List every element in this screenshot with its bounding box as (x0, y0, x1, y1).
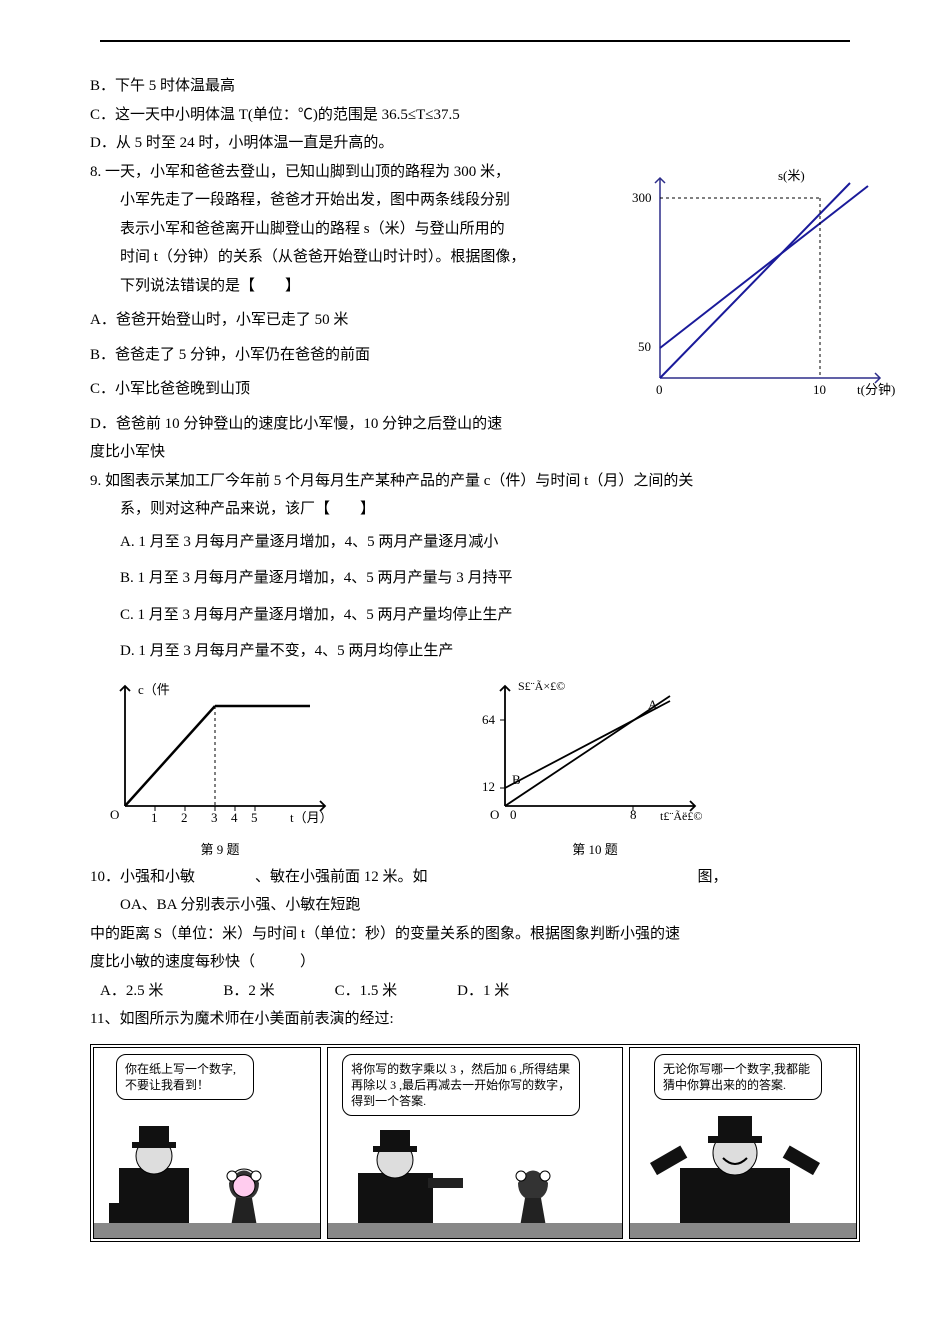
q8-stem-4: 时间 t（分钟）的关系（从爸爸开始登山时计时）。根据图像， (60, 243, 560, 272)
q8-opt-b: B．爸爸走了 5 分钟，小军仍在爸爸的前面 (60, 341, 560, 370)
q10-stem-3: 中的距离 S（单位：米）与时间 t（单位：秒）的变量关系的图象。根据图象判断小强… (60, 920, 890, 949)
q9-t3: 3 (211, 810, 218, 825)
q10-figure: S£¨Ã×£© t£¨Ãë£© 64 12 O 0 8 A B 第 10 题 (470, 676, 720, 863)
q9-svg: c（件 t（月） O 1 2 3 4 5 (90, 676, 350, 826)
q8-x10: 10 (813, 382, 826, 397)
q8-y50: 50 (638, 339, 651, 354)
q8-opt-d1: D．爸爸前 10 分钟登山的速度比小军慢，10 分钟之后登山的速 (60, 410, 560, 439)
q8-block: 8. 一天，小军和爸爸去登山，已知山脚到山顶的路程为 300 米， 小军先走了一… (60, 158, 890, 467)
comic-panel-2: 将你写的数字乘以 3 ，然后加 6 ,所得结果再除以 3 ,最后再减去一开始你写… (327, 1047, 623, 1239)
q9-xlabel: t（月） (290, 810, 333, 825)
q10-y64: 64 (482, 712, 496, 727)
q8-stem-1: 8. 一天，小军和爸爸去登山，已知山脚到山顶的路程为 300 米， (60, 158, 560, 187)
q10-y12: 12 (482, 779, 495, 794)
q9-t2: 2 (181, 810, 188, 825)
q10-opt-c: C．1.5 米 (335, 977, 398, 1006)
q9-caption: 第 9 题 (90, 838, 350, 863)
q10-stem-1: 10．小强和小敏 、敏在小强前面 12 米。如 图， (60, 863, 890, 892)
q10-opt-d: D．1 米 (457, 977, 509, 1006)
q8-opt-c: C．小军比爸爸晚到山顶 (60, 375, 560, 404)
q9-opt-a: A. 1 月至 3 月每月产量逐月增加，4、5 两月产量逐月减小 (60, 528, 890, 557)
top-rule (100, 40, 850, 42)
comic-panel-1: 你在纸上写一个数字,不要让我看到！ (93, 1047, 321, 1239)
q8-svg: s(米) t(分钟) 300 50 0 10 (620, 168, 900, 408)
q10-svg: S£¨Ã×£© t£¨Ãë£© 64 12 O 0 8 A B (470, 676, 720, 826)
panel1-art (94, 1048, 320, 1238)
q10-stem-4: 度比小敏的速度每秒快（ ） (60, 948, 890, 977)
q9-stem-1: 9. 如图表示某加工厂今年前 5 个月每月生产某种产品的产量 c（件）与时间 t… (60, 467, 890, 496)
q-prev-opt-d: D．从 5 时至 24 时，小明体温一直是升高的。 (60, 129, 890, 158)
q10-caption: 第 10 题 (470, 838, 720, 863)
q8-ylabel: s(米) (778, 168, 805, 183)
q11-stem: 11、如图所示为魔术师在小美面前表演的经过: (60, 1005, 890, 1034)
q-prev-opt-b: B．下午 5 时体温最高 (60, 72, 890, 101)
q8-y300: 300 (632, 190, 652, 205)
q10-opt-b: B．2 米 (223, 977, 274, 1006)
q9-O: O (110, 807, 119, 822)
q9-t1: 1 (151, 810, 158, 825)
q8-stem-2: 小军先走了一段路程，爸爸才开始出发，图中两条线段分别 (60, 186, 560, 215)
q10-stem-2: OA、BA 分别表示小强、小敏在短跑 (60, 891, 890, 920)
figures-row: c（件 t（月） O 1 2 3 4 5 第 9 题 (90, 676, 890, 863)
q8-x0: 0 (656, 382, 663, 397)
q9-t4: 4 (231, 810, 238, 825)
page: B．下午 5 时体温最高 C．这一天中小明体温 T(单位：℃)的范围是 36.5… (0, 0, 950, 1262)
q9-stem-2: 系，则对这种产品来说，该厂【 】 (60, 495, 890, 524)
q10-x0: 0 (510, 807, 517, 822)
q9-opt-b: B. 1 月至 3 月每月产量逐月增加，4、5 两月产量与 3 月持平 (60, 564, 890, 593)
document-body: B．下午 5 时体温最高 C．这一天中小明体温 T(单位：℃)的范围是 36.5… (60, 72, 890, 1242)
q10-opt-a: A．2.5 米 (100, 977, 163, 1006)
q9-ylabel: c（件 (138, 682, 170, 697)
comic-panel-3: 无论你写哪一个数字,我都能猜中你算出来的的答案. (629, 1047, 857, 1239)
q9-opt-d: D. 1 月至 3 月每月产量不变，4、5 两月均停止生产 (60, 637, 890, 666)
q-prev-opt-c: C．这一天中小明体温 T(单位：℃)的范围是 36.5≤T≤37.5 (60, 101, 890, 130)
q10-A: A (648, 697, 658, 712)
q8-graph: s(米) t(分钟) 300 50 0 10 (620, 168, 900, 419)
q10-ylabel: S£¨Ã×£© (518, 679, 565, 693)
q10-xlabel: t£¨Ãë£© (660, 809, 702, 823)
panel3-art (630, 1048, 856, 1238)
panel2-art (328, 1048, 622, 1238)
q8-opt-a: A．爸爸开始登山时，小军已走了 50 米 (60, 306, 560, 335)
q8-opt-d2: 度比小军快 (60, 438, 890, 467)
q9-opt-c: C. 1 月至 3 月每月产量逐月增加，4、5 两月产量均停止生产 (60, 601, 890, 630)
q8-stem-3: 表示小军和爸爸离开山脚登山的路程 s（米）与登山所用的 (60, 215, 560, 244)
q10-B: B (512, 772, 521, 787)
q10-options: A．2.5 米 B．2 米 C．1.5 米 D．1 米 (60, 977, 890, 1006)
q10-O: O (490, 807, 499, 822)
q8-stem-5: 下列说法错误的是【 】 (60, 272, 560, 301)
comic-strip: 你在纸上写一个数字,不要让我看到！ (90, 1044, 860, 1242)
q9-figure: c（件 t（月） O 1 2 3 4 5 第 9 题 (90, 676, 350, 863)
q8-xlabel: t(分钟) (857, 382, 895, 397)
q9-t5: 5 (251, 810, 258, 825)
